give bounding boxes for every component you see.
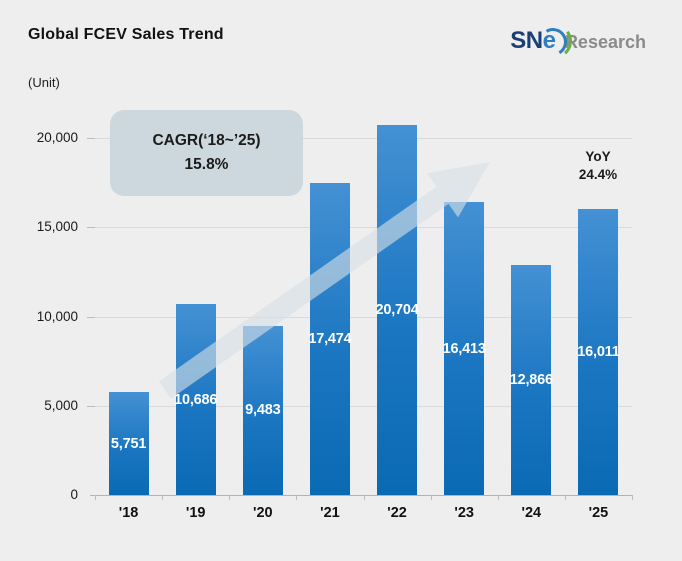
x-axis-label-25: '25 <box>588 505 609 521</box>
y-axis-label-15,000: 15,000 <box>36 219 78 235</box>
x-axis-label-21: '21 <box>320 505 340 521</box>
x-axis-tick <box>564 495 566 500</box>
x-axis-tick <box>162 495 164 500</box>
y-tick-5,000 <box>87 405 95 407</box>
y-axis-label-20,000: 20,000 <box>36 130 78 145</box>
x-axis-label-19: '19 <box>185 505 206 521</box>
x-axis-tick <box>296 495 298 500</box>
logo-e-text: e <box>542 27 556 54</box>
sne-research-logo: SN e Research <box>510 23 646 60</box>
bar-value-label: 16,011 <box>577 344 620 361</box>
yoy-label: YoY <box>585 149 611 164</box>
y-axis-label-0: 0 <box>70 487 78 502</box>
bar-value-label: 5,751 <box>110 435 147 452</box>
cagr-label: CAGR(‘18~’25) <box>152 131 261 149</box>
x-axis-label-23: '23 <box>454 505 474 521</box>
x-axis-label-18: '18 <box>118 505 139 521</box>
yoy-value: 24.4% <box>578 167 618 183</box>
bar-value-label: 12,866 <box>509 372 553 389</box>
x-axis-tick <box>95 495 96 500</box>
y-tick-10,000 <box>87 316 95 318</box>
bar-value-label: 10,686 <box>174 391 218 408</box>
cagr-annotation-box: CAGR(‘18~’25) 15.8% <box>110 110 303 196</box>
x-axis-label-20: '20 <box>253 505 273 521</box>
x-axis-tick <box>430 495 432 500</box>
logo-swirl: e <box>535 23 574 60</box>
y-tick-20,000 <box>87 138 95 139</box>
gridline-20,000 <box>95 138 632 139</box>
bar-18: 5,751 <box>108 392 149 495</box>
y-axis-label-5,000: 5,000 <box>44 397 78 413</box>
x-axis-line <box>90 495 632 496</box>
bar-23: 16,413 <box>442 202 486 495</box>
bar-value-label: 20,704 <box>375 302 419 319</box>
bar-19: 10,686 <box>174 304 218 495</box>
x-axis-tick <box>632 495 633 500</box>
gridline-15,000 <box>95 227 632 229</box>
bar-21: 17,474 <box>308 183 352 495</box>
y-tick-15,000 <box>87 227 95 229</box>
cagr-value: 15.8% <box>184 156 229 173</box>
x-axis-tick <box>229 495 231 500</box>
bar-24: 12,866 <box>509 265 553 495</box>
bar-22: 20,704 <box>375 125 419 495</box>
bar-value-label: 9,483 <box>245 402 281 419</box>
logo-sn-text: SN <box>510 27 543 54</box>
logo-research-text: Research <box>564 32 646 52</box>
gridline-5,000 <box>95 405 632 407</box>
bar-25: 16,011 <box>577 209 620 495</box>
bar-value-label: 16,413 <box>442 340 486 357</box>
x-axis-label-24: '24 <box>521 505 542 521</box>
y-axis-label-10,000: 10,000 <box>36 308 78 324</box>
yoy-annotation: YoY 24.4% <box>558 148 638 184</box>
x-axis-label-22: '22 <box>387 505 407 521</box>
x-axis-tick <box>363 495 365 500</box>
bar-value-label: 17,474 <box>308 331 352 348</box>
x-axis-tick <box>497 495 499 500</box>
chart-title: Global FCEV Sales Trend <box>28 26 224 43</box>
bar-20: 9,483 <box>242 325 283 495</box>
y-axis-unit-label: (Unit) <box>28 75 60 90</box>
